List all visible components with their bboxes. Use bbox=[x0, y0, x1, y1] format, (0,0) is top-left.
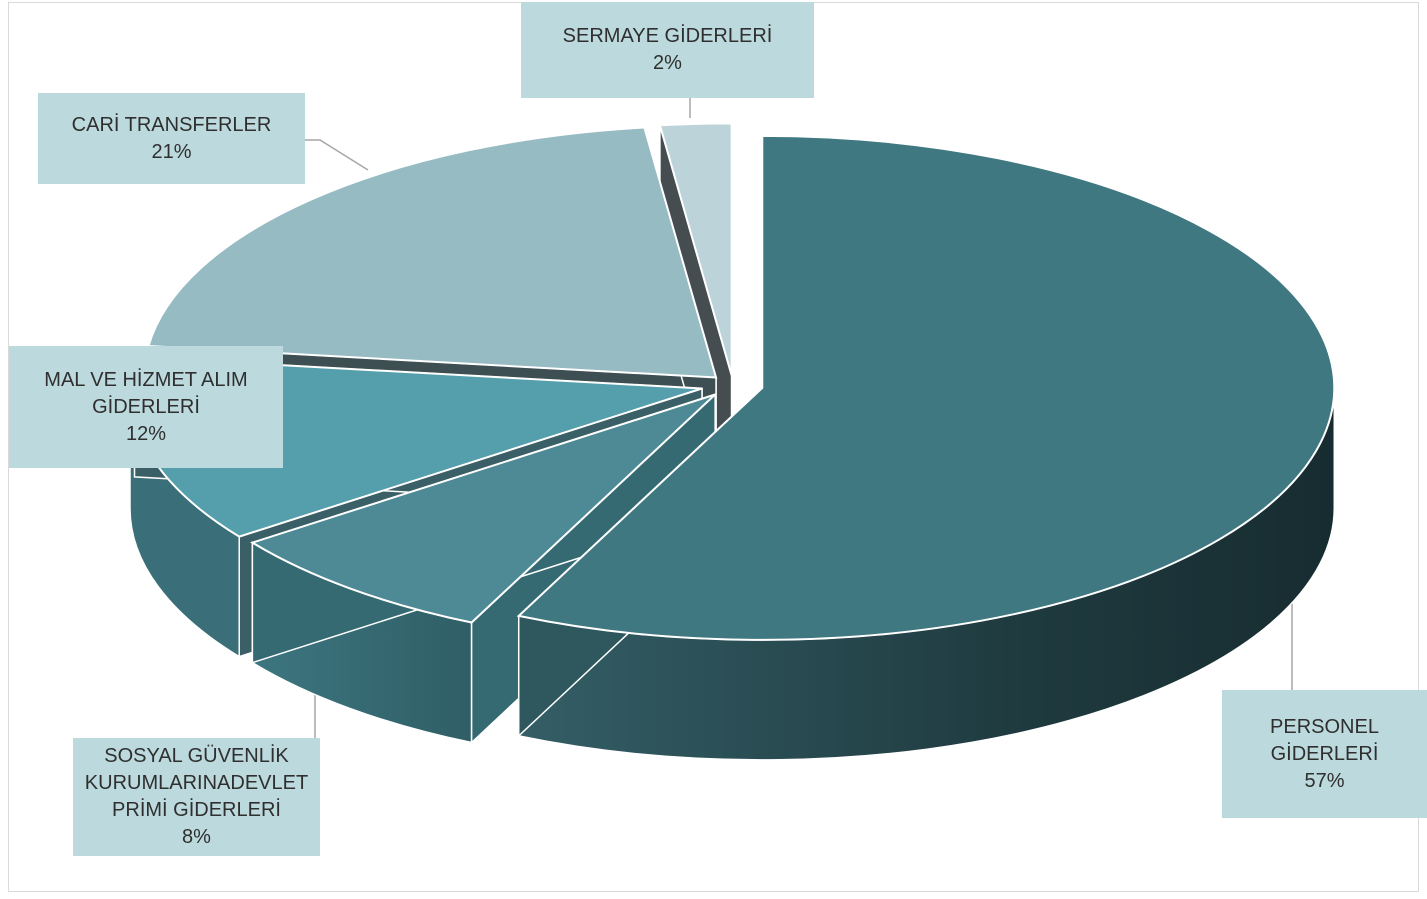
leader-line-cari-transferler bbox=[305, 139, 369, 171]
label-sermaye-percent: 2% bbox=[653, 52, 682, 74]
label-cari-transferler-name: CARİ TRANSFERLER bbox=[71, 113, 272, 136]
label-sosyal: SOSYAL GÜVENLİK KURUMLARINADEVLET PRİMİ … bbox=[73, 738, 320, 856]
label-mal-hizmet-percent: 12% bbox=[125, 422, 167, 445]
label-personel: PERSONEL GİDERLERİ 57% bbox=[1222, 690, 1427, 818]
label-personel-name: PERSONEL GİDERLERİ bbox=[1270, 715, 1379, 765]
label-mal-hizmet-name: MAL VE HİZMET ALIM GİDERLERİ bbox=[44, 368, 248, 418]
label-cari-transferler-percent: 21% bbox=[151, 140, 192, 163]
slice-personel-top bbox=[516, 134, 1336, 641]
slice-personel bbox=[516, 134, 1336, 761]
slice-sermaye-top bbox=[658, 122, 733, 376]
label-sosyal-percent: 8% bbox=[182, 826, 211, 848]
slices-layer bbox=[129, 122, 1336, 761]
label-sosyal-name: SOSYAL GÜVENLİK KURUMLARINADEVLET PRİMİ … bbox=[84, 745, 309, 821]
label-sermaye: SERMAYE GİDERLERİ 2% bbox=[521, 2, 814, 98]
slice-cari-transferler-top bbox=[147, 126, 718, 379]
label-mal-hizmet: MAL VE HİZMET ALIM GİDERLERİ 12% bbox=[9, 346, 283, 468]
label-sermaye-name: SERMAYE GİDERLERİ bbox=[562, 25, 773, 47]
label-personel-percent: 57% bbox=[1304, 769, 1345, 792]
label-cari-transferler: CARİ TRANSFERLER 21% bbox=[38, 93, 305, 184]
slice-sosyal-top bbox=[249, 393, 716, 624]
